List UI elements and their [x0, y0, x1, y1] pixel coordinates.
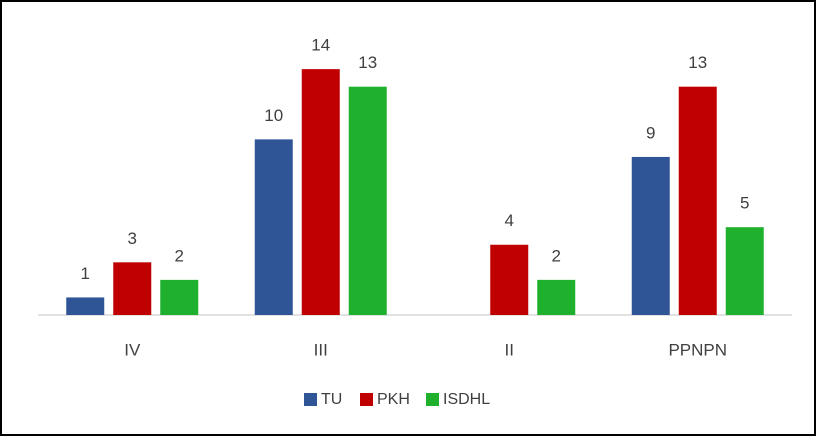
data-label: 4 — [505, 211, 514, 230]
bar — [631, 156, 670, 315]
data-label: 5 — [740, 194, 749, 213]
bar — [678, 86, 717, 315]
bar — [301, 69, 340, 315]
bar — [490, 244, 529, 315]
x-tick-label: II — [505, 340, 514, 359]
data-label: 1 — [81, 264, 90, 283]
data-label: 13 — [688, 53, 707, 72]
bar — [160, 279, 199, 315]
bar — [66, 297, 105, 315]
x-tick-label: PPNPN — [668, 340, 727, 359]
bar — [113, 262, 152, 315]
legend-swatch — [304, 393, 317, 406]
bar — [348, 86, 387, 315]
bar — [725, 227, 764, 315]
data-label: 2 — [175, 246, 184, 265]
data-label: 10 — [264, 106, 283, 125]
data-label: 3 — [128, 229, 137, 248]
x-tick-label: IV — [124, 340, 141, 359]
legend-swatch — [426, 393, 439, 406]
legend-label: ISDHL — [443, 391, 490, 408]
legend-label: PKH — [377, 391, 410, 408]
legend-label: TU — [321, 391, 342, 408]
data-label: 2 — [552, 246, 561, 265]
bar — [254, 139, 293, 315]
data-label: 14 — [311, 36, 330, 55]
x-tick-label: III — [314, 340, 328, 359]
data-label: 9 — [646, 123, 655, 142]
legend-swatch — [360, 393, 373, 406]
data-label: 13 — [358, 53, 377, 72]
bar — [537, 279, 576, 315]
